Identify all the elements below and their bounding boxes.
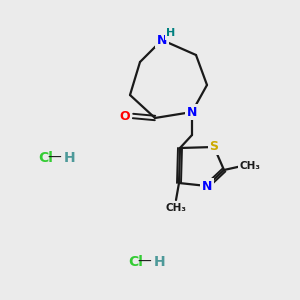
Text: O: O xyxy=(120,110,130,122)
Text: H: H xyxy=(64,151,76,165)
Text: S: S xyxy=(209,140,218,154)
Text: —: — xyxy=(137,255,151,269)
Text: CH₃: CH₃ xyxy=(166,203,187,213)
Text: —: — xyxy=(47,151,61,165)
Text: Cl: Cl xyxy=(128,255,143,269)
Text: CH₃: CH₃ xyxy=(239,161,260,171)
Text: H: H xyxy=(167,28,176,38)
Text: N: N xyxy=(187,106,197,118)
Text: H: H xyxy=(154,255,166,269)
Text: N: N xyxy=(202,179,212,193)
Text: N: N xyxy=(157,34,167,46)
Text: Cl: Cl xyxy=(38,151,53,165)
